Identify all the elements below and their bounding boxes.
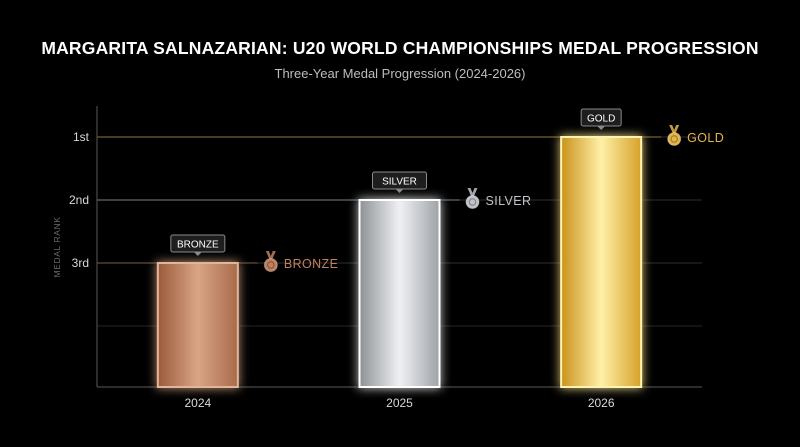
bar-tag-label: GOLD (587, 114, 615, 125)
x-tick-label: 2026 (588, 396, 615, 410)
bar-2024 (156, 262, 239, 388)
medal-ribbon-icon (265, 251, 276, 259)
medal-label: GOLD (687, 131, 724, 145)
x-tick-label: 2025 (386, 396, 413, 410)
medal-label: SILVER (486, 194, 532, 208)
bar-tag-pointer (193, 252, 202, 256)
bar-tag-pointer (395, 189, 404, 193)
bar-2025 (358, 199, 441, 388)
chart-title: MARGARITA SALNAZARIAN: U20 WORLD CHAMPIO… (41, 38, 759, 58)
y-tick-label: 3rd (72, 256, 89, 270)
bar-tag-label: BRONZE (177, 240, 219, 251)
y-tick-label: 1st (73, 130, 90, 144)
label-layer: 2024 BRONZE BRONZE 2025 SILVER SILVER 2026 GOLD… (170, 108, 724, 410)
chart-subtitle: Three-Year Medal Progression (2024-2026) (274, 66, 526, 81)
y-tick-label: 2nd (69, 193, 89, 207)
medal-inner-icon (468, 198, 477, 206)
medal-ribbon-icon (467, 188, 478, 196)
medal-ribbon-icon (669, 125, 680, 133)
bar-tag-label: SILVER (382, 177, 417, 188)
y-axis-title: MEDAL RANK (52, 217, 62, 278)
bar-layer (156, 136, 643, 388)
bar-2026 (560, 136, 643, 388)
medal-label: BRONZE (284, 257, 339, 271)
bar-tag-pointer (597, 126, 606, 130)
medal-icon (667, 132, 682, 146)
medal-inner-icon (670, 135, 678, 143)
medal-icon (465, 195, 480, 209)
x-tick-label: 2024 (184, 396, 211, 410)
medal-icon (263, 258, 278, 272)
medal-inner-icon (267, 261, 275, 269)
